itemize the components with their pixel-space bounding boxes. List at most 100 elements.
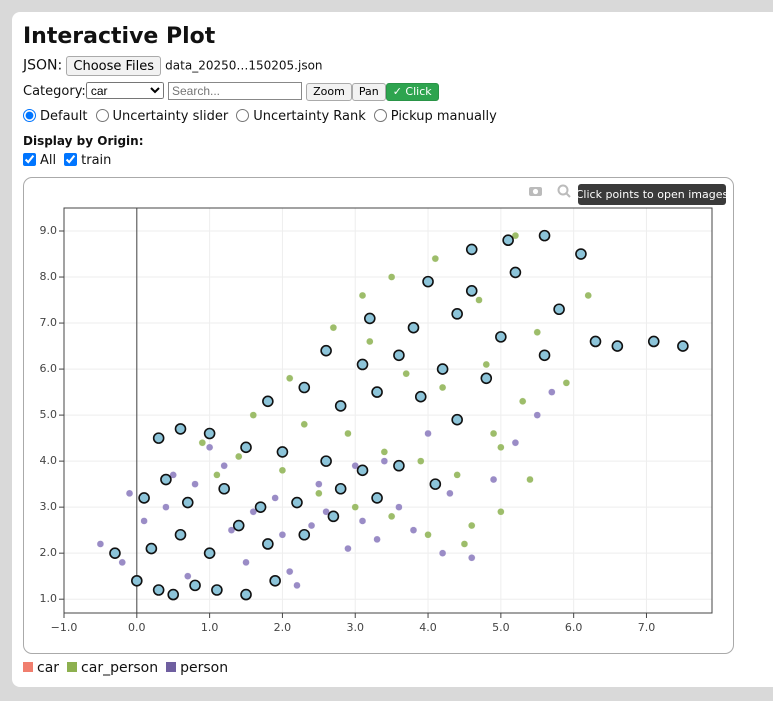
point — [320, 455, 332, 467]
point — [262, 395, 274, 408]
point — [575, 248, 587, 260]
point — [218, 482, 230, 495]
origin-checkbox[interactable] — [64, 153, 78, 166]
point — [538, 229, 551, 242]
point — [118, 558, 126, 567]
mode-radio[interactable] — [95, 109, 109, 122]
point — [240, 441, 252, 454]
point — [553, 303, 565, 316]
point — [511, 231, 520, 240]
point — [475, 296, 483, 304]
point — [511, 439, 520, 447]
legend-swatch — [23, 662, 33, 672]
point — [291, 496, 303, 509]
y-tick-label: 2.0 — [40, 546, 58, 559]
point — [351, 503, 359, 511]
point — [562, 379, 571, 387]
point — [424, 531, 432, 539]
point — [402, 369, 410, 378]
point — [334, 400, 347, 412]
point — [300, 420, 308, 429]
tool-button[interactable]: Zoom — [306, 82, 352, 101]
camera-icon[interactable] — [529, 187, 542, 196]
point — [409, 526, 418, 534]
mode-option[interactable]: Uncertainty slider — [95, 109, 229, 124]
zoom-icon[interactable] — [557, 184, 571, 198]
mode-radio[interactable] — [23, 109, 36, 122]
point — [548, 388, 556, 396]
point — [278, 466, 287, 475]
category-select[interactable]: car — [85, 82, 164, 99]
mode-label: Uncertainty slider — [112, 109, 229, 124]
point — [422, 275, 434, 288]
point — [227, 526, 236, 534]
tooltip-bg — [578, 184, 726, 205]
y-tick-label: 1.0 — [40, 592, 58, 605]
point — [465, 285, 478, 297]
json-row: JSON: Choose Files data_20250…150205.jso… — [23, 56, 323, 76]
point — [533, 328, 541, 336]
point — [198, 439, 207, 447]
point — [495, 331, 507, 343]
point — [344, 544, 352, 553]
point — [203, 547, 216, 559]
point — [169, 471, 177, 479]
point — [109, 547, 121, 559]
x-tick-label: 1.0 — [201, 621, 219, 634]
point — [322, 508, 330, 516]
mode-radio[interactable] — [236, 109, 250, 122]
point — [205, 443, 214, 452]
point — [436, 363, 449, 375]
y-tick-label: 4.0 — [40, 454, 58, 467]
legend-swatch — [67, 662, 78, 672]
mode-label: Default — [40, 109, 88, 124]
tool-button[interactable]: ✓ Click — [385, 82, 439, 101]
point — [235, 452, 243, 461]
y-tick-label: 9.0 — [40, 224, 58, 237]
tool-button[interactable]: Pan — [351, 82, 386, 101]
mode-option[interactable]: Default — [23, 109, 88, 124]
point — [162, 503, 170, 511]
point — [254, 501, 267, 513]
point — [320, 344, 332, 357]
legend-item: car_person — [67, 660, 158, 676]
search-input[interactable] — [167, 82, 302, 100]
legend-item: car — [23, 660, 59, 676]
point — [286, 374, 294, 382]
mode-label: Pickup manually — [390, 109, 497, 124]
point — [174, 528, 187, 541]
point — [395, 503, 403, 511]
point — [502, 234, 514, 247]
point — [191, 480, 199, 488]
x-tick-label: 6.0 — [565, 621, 583, 634]
point — [468, 521, 476, 530]
point — [189, 579, 201, 592]
point — [518, 397, 527, 405]
point — [438, 383, 447, 392]
chart: −1.0 0.0 1.0 2.0 3.0 4.0 5.0 6.0 7.0 1.0 2.0 3.0 4.0… — [40, 184, 728, 634]
point — [497, 508, 505, 516]
point — [589, 335, 602, 348]
point — [407, 321, 420, 334]
point — [429, 478, 442, 490]
origin-option[interactable]: All — [23, 153, 56, 168]
file-button[interactable]: Choose Files — [66, 56, 162, 76]
legend-item: person — [166, 660, 228, 676]
origin-checkbox[interactable] — [23, 153, 36, 166]
point — [533, 411, 541, 419]
origin-row: All train — [23, 153, 119, 168]
point — [417, 457, 425, 465]
x-tick-label: 4.0 — [419, 621, 437, 634]
mode-option[interactable]: Uncertainty Rank — [236, 109, 366, 124]
point — [286, 567, 294, 576]
point — [431, 254, 440, 263]
origin-option[interactable]: train — [64, 153, 111, 168]
point — [242, 558, 250, 567]
mode-radio[interactable] — [373, 109, 387, 122]
point — [298, 528, 311, 541]
point — [145, 542, 158, 555]
point — [387, 273, 396, 281]
mode-option[interactable]: Pickup manually — [373, 109, 497, 124]
point — [213, 471, 221, 479]
